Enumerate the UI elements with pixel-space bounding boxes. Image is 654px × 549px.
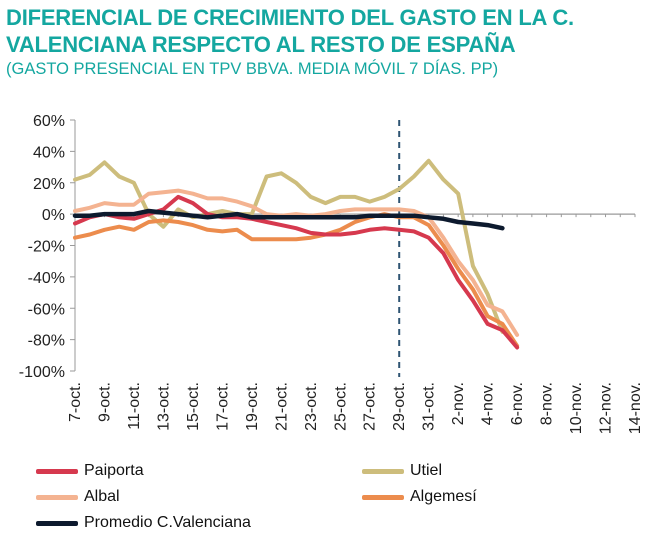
legend-label-utiel: Utiel <box>410 462 443 479</box>
y-tick-label: 20% <box>33 176 65 193</box>
x-tick-label: 6-nov. <box>509 382 526 425</box>
series-line-utiel <box>73 158 505 334</box>
series-line-paiporta <box>73 194 520 350</box>
x-tick-label: 8-nov. <box>539 382 556 425</box>
legend-item-paiporta: Paiporta <box>36 462 144 480</box>
legend-label-promedio: Promedio C.Valenciana <box>84 514 251 531</box>
x-tick-label: 19-oct. <box>244 382 261 431</box>
x-tick-label: 4-nov. <box>480 382 497 425</box>
legend-item-promedio: Promedio C.Valenciana <box>36 514 251 532</box>
y-tick-label: -20% <box>28 239 65 256</box>
y-tick-label: 60% <box>33 113 65 130</box>
chart-title: DIFERENCIAL DE CRECIMIENTO DEL GASTO EN … <box>6 5 574 57</box>
x-tick-label: 9-oct. <box>96 382 113 422</box>
y-tick-label: -40% <box>28 270 65 287</box>
x-tick-label: 27-oct. <box>362 382 379 431</box>
x-tick-label: 23-oct. <box>303 382 320 431</box>
series-line-albal <box>73 188 520 337</box>
x-tick-label: 11-oct. <box>126 382 143 430</box>
legend-item-albal: Albal <box>36 488 120 506</box>
x-tick-label: 7-oct. <box>67 382 84 422</box>
x-tick-label: 10-nov. <box>568 382 585 434</box>
series-line-algemes- <box>73 212 520 348</box>
x-tick-label: 15-oct. <box>185 382 202 431</box>
y-tick-label: 0% <box>42 207 65 224</box>
x-tick-label: 29-oct. <box>391 382 408 431</box>
x-tick-label: 2-nov. <box>450 382 467 425</box>
series-line-promedio-c-valenciana <box>72 208 505 231</box>
legend-swatch-paiporta <box>36 468 78 474</box>
legend-swatch-promedio <box>36 520 78 526</box>
x-tick-label: 14-nov. <box>627 382 644 434</box>
legend-label-paiporta: Paiporta <box>84 462 144 479</box>
legend-swatch-algemesi <box>362 494 404 500</box>
y-tick-label: 40% <box>33 144 65 161</box>
y-tick-label: -80% <box>28 333 65 350</box>
legend-label-albal: Albal <box>84 488 120 505</box>
legend-item-algemesi: Algemesí <box>362 488 477 506</box>
x-tick-label: 21-oct. <box>273 382 290 431</box>
legend-label-algemesi: Algemesí <box>410 488 477 505</box>
x-tick-label: 25-oct. <box>332 382 349 431</box>
legend-swatch-albal <box>36 494 78 500</box>
x-tick-label: 12-nov. <box>598 382 615 434</box>
chart-subtitle: (GASTO PRESENCIAL EN TPV BBVA. MEDIA MÓV… <box>6 60 499 78</box>
x-tick-label: 13-oct. <box>155 382 172 431</box>
legend-item-utiel: Utiel <box>362 462 442 480</box>
y-tick-label: -60% <box>28 301 65 318</box>
legend-swatch-utiel <box>362 468 404 474</box>
x-tick-label: 31-oct. <box>421 382 438 431</box>
x-tick-label: 17-oct. <box>214 382 231 431</box>
y-tick-label: -100% <box>19 364 65 381</box>
